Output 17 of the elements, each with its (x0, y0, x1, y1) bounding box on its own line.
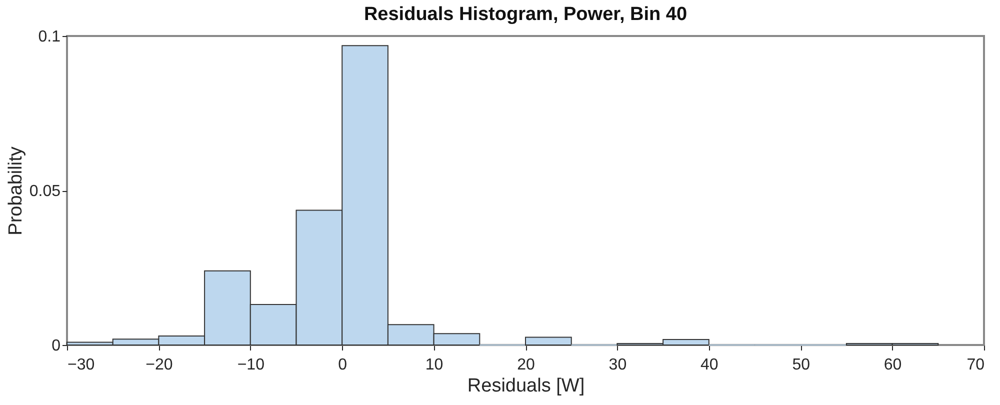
y-tick-label: 0.05 (29, 183, 61, 200)
y-tick-label: 0 (52, 338, 61, 354)
x-tick-label: 40 (700, 356, 718, 374)
x-tick-label: 0 (338, 356, 348, 374)
chart-title: Residuals Histogram, Power, Bin 40 (364, 4, 688, 25)
x-tick-label: 10 (425, 356, 444, 374)
x-tick-label: 60 (884, 356, 902, 374)
x-tick-label: −10 (237, 356, 265, 374)
x-tick-label: 70 (966, 356, 985, 374)
x-tick-label: −30 (68, 356, 95, 374)
x-tick-label: 30 (608, 356, 627, 374)
x-axis-title: Residuals [W] (467, 376, 585, 396)
x-tick-label: 50 (792, 356, 810, 374)
y-axis-title: Probability (5, 146, 26, 236)
x-tick-label: 20 (517, 356, 535, 374)
x-tick-label: −20 (146, 356, 173, 374)
y-tick-label: 0.1 (38, 28, 61, 46)
